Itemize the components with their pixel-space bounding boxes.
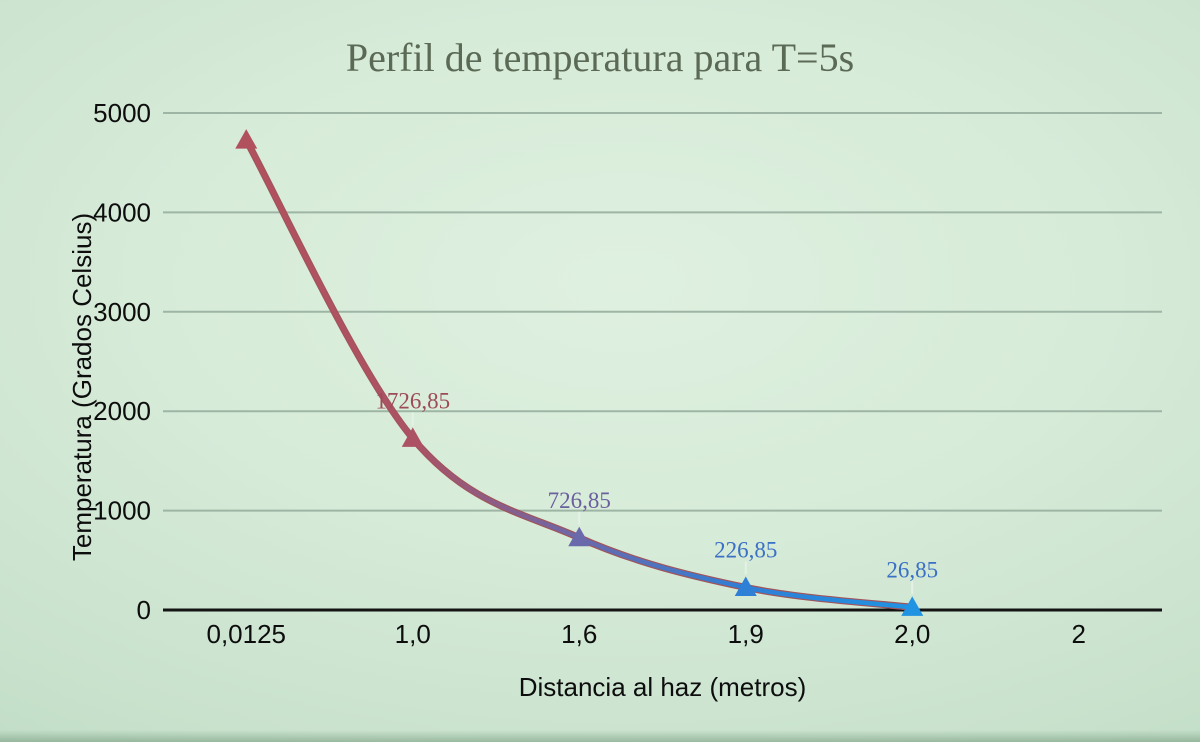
x-tick-label: 1,6 (561, 619, 597, 649)
data-label: 1726,85 (375, 388, 450, 413)
y-tick-label: 3000 (93, 297, 151, 327)
y-tick-label: 1000 (93, 496, 151, 526)
y-tick-label: 0 (137, 595, 151, 625)
marker-triangle (568, 526, 591, 547)
x-tick-label: 0,0125 (206, 619, 286, 649)
x-tick-label: 1,9 (728, 619, 764, 649)
x-axis-title: Distancia al haz (metros) (518, 672, 807, 702)
y-tick-label: 4000 (93, 197, 151, 227)
series-line (243, 137, 915, 610)
x-tick-label: 1,0 (395, 619, 431, 649)
chart-title: Perfil de temperatura para T=5s (345, 35, 855, 80)
y-tick-label: 2000 (93, 396, 151, 426)
marker-triangle (901, 596, 924, 616)
marker-triangle (235, 129, 258, 149)
data-label: 726,85 (548, 488, 611, 513)
data-label: 26,85 (886, 557, 938, 582)
x-tick-label: 2,0 (894, 619, 930, 649)
marker-triangle (401, 427, 424, 447)
data-label: 226,85 (714, 537, 777, 562)
marker-triangle (734, 576, 757, 596)
y-tick-label: 5000 (93, 98, 151, 128)
x-tick-label: 2 (1072, 619, 1086, 649)
